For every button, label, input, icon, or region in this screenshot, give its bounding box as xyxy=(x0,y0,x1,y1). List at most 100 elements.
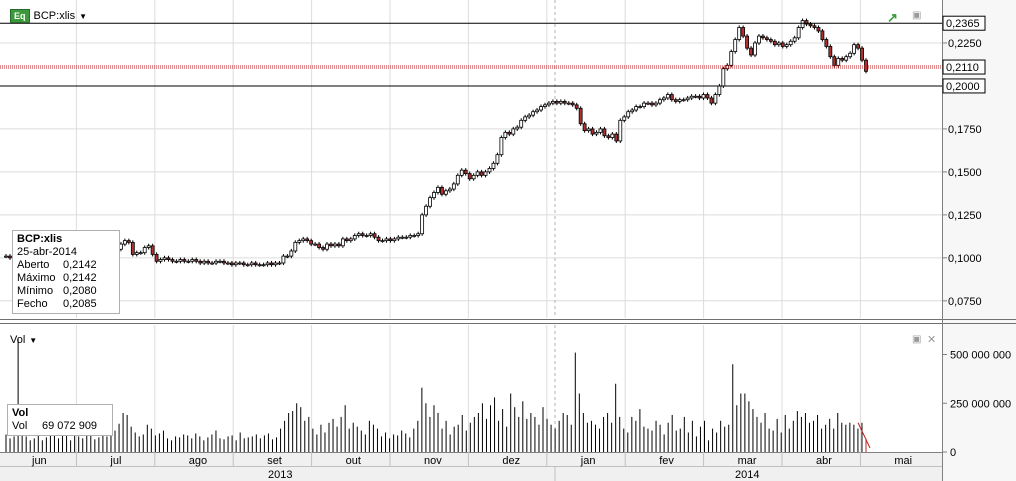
candle-body xyxy=(487,168,492,173)
maximize-icon[interactable]: ▣ xyxy=(912,10,922,21)
candle-body xyxy=(8,255,12,259)
candle-body xyxy=(360,233,365,236)
volume-trend-line xyxy=(857,422,871,449)
candle-body xyxy=(772,40,777,46)
candle-body xyxy=(574,104,579,109)
candle-body xyxy=(737,27,742,40)
candle-body xyxy=(233,262,238,266)
candle-body xyxy=(388,238,393,242)
candle-body xyxy=(511,128,516,135)
candle-body xyxy=(416,233,421,236)
candle-body xyxy=(293,241,298,252)
info-row-label: Máximo xyxy=(17,272,56,284)
candle-body xyxy=(681,99,686,102)
candle-body xyxy=(626,111,631,118)
info-row-label: Fecho xyxy=(17,298,48,310)
candle-body xyxy=(352,235,357,240)
candle-body xyxy=(447,188,452,192)
candle-body xyxy=(182,259,187,262)
candle-body xyxy=(614,133,619,142)
candle-body xyxy=(344,238,349,242)
price-tag-label: 0,2365 xyxy=(946,18,980,30)
candle-body xyxy=(539,106,543,111)
candle-body xyxy=(174,260,179,263)
candle-body xyxy=(523,116,528,121)
candle-body xyxy=(578,107,583,125)
candle-body xyxy=(761,35,765,39)
info-row-value: 0,2142 xyxy=(63,272,97,284)
year-label: 2013 xyxy=(268,469,292,481)
month-label: mar xyxy=(738,455,757,467)
candle-body xyxy=(551,101,555,104)
candle-body xyxy=(820,30,825,40)
candle-body xyxy=(194,259,199,262)
candle-body xyxy=(202,260,207,264)
candle-body xyxy=(685,97,690,101)
candle-body xyxy=(745,35,750,49)
chevron-down-icon[interactable]: ▼ xyxy=(79,11,87,21)
chevron-down-icon[interactable]: ▼ xyxy=(29,335,38,345)
candle-body xyxy=(408,235,413,238)
candle-body xyxy=(229,262,234,266)
candle-body xyxy=(654,102,658,106)
symbol-header[interactable]: Eq BCP:xlis ▼ xyxy=(10,9,87,23)
price-info-box: BCP:xlis 25-abr-2014 Aberto 0,2142 Máxim… xyxy=(12,230,120,314)
month-label: jun xyxy=(31,455,47,467)
candle-body xyxy=(594,131,599,135)
candle-body xyxy=(130,241,135,255)
candle-body xyxy=(376,236,381,242)
candle-body xyxy=(836,58,841,66)
candle-body xyxy=(372,233,377,238)
candle-body xyxy=(340,238,345,247)
candle-body xyxy=(562,101,567,104)
info-row-high: Máximo 0,2142 xyxy=(17,272,115,285)
candle-body xyxy=(792,37,797,42)
candle-body xyxy=(237,262,242,265)
candle-body xyxy=(134,252,139,255)
candle-body xyxy=(717,85,722,95)
candle-body xyxy=(543,104,547,107)
vol-header[interactable]: Vol ▼ xyxy=(10,334,37,346)
candle-body xyxy=(281,255,286,264)
volume-bars xyxy=(5,338,867,452)
candle-body xyxy=(697,95,702,99)
candle-body xyxy=(404,236,409,239)
symbol-label: BCP:xlis xyxy=(33,10,76,22)
vol-label: Vol xyxy=(10,334,26,346)
vol-maximize-icon[interactable]: ▣ xyxy=(912,334,922,345)
candle-body xyxy=(309,240,314,245)
candle-body xyxy=(483,171,488,176)
candle-body xyxy=(222,260,226,264)
candle-body xyxy=(206,260,211,264)
price-tag-box xyxy=(942,78,986,94)
month-label: jul xyxy=(109,455,121,467)
candle-body xyxy=(400,236,405,239)
month-label: fev xyxy=(659,455,674,467)
price-panel-bg xyxy=(0,0,942,319)
candle-body xyxy=(661,97,666,101)
candle-body xyxy=(178,259,183,262)
candle-body xyxy=(440,186,444,195)
candle-body xyxy=(622,116,627,121)
candle-body xyxy=(566,102,571,105)
candle-body xyxy=(467,173,472,180)
month-label: dez xyxy=(502,455,520,467)
candle-body xyxy=(420,214,425,235)
candle-body xyxy=(495,154,500,164)
candle-body xyxy=(301,238,306,242)
candle-body xyxy=(558,101,563,104)
candle-body xyxy=(491,162,496,169)
trend-icon[interactable]: ↗ xyxy=(887,10,898,25)
candle-body xyxy=(658,99,662,104)
vol-close-icon[interactable]: ✕ xyxy=(927,334,937,346)
candle-body xyxy=(535,109,539,113)
price-tag-label: 0,2110 xyxy=(946,62,979,74)
candle-body xyxy=(642,102,646,107)
candle-body xyxy=(554,101,559,104)
candle-body xyxy=(166,257,171,260)
candle-body xyxy=(741,27,746,37)
info-row-open: Aberto 0,2142 xyxy=(17,259,115,272)
candle-body xyxy=(321,247,325,250)
candle-body xyxy=(364,235,369,237)
candle-body xyxy=(444,190,448,195)
